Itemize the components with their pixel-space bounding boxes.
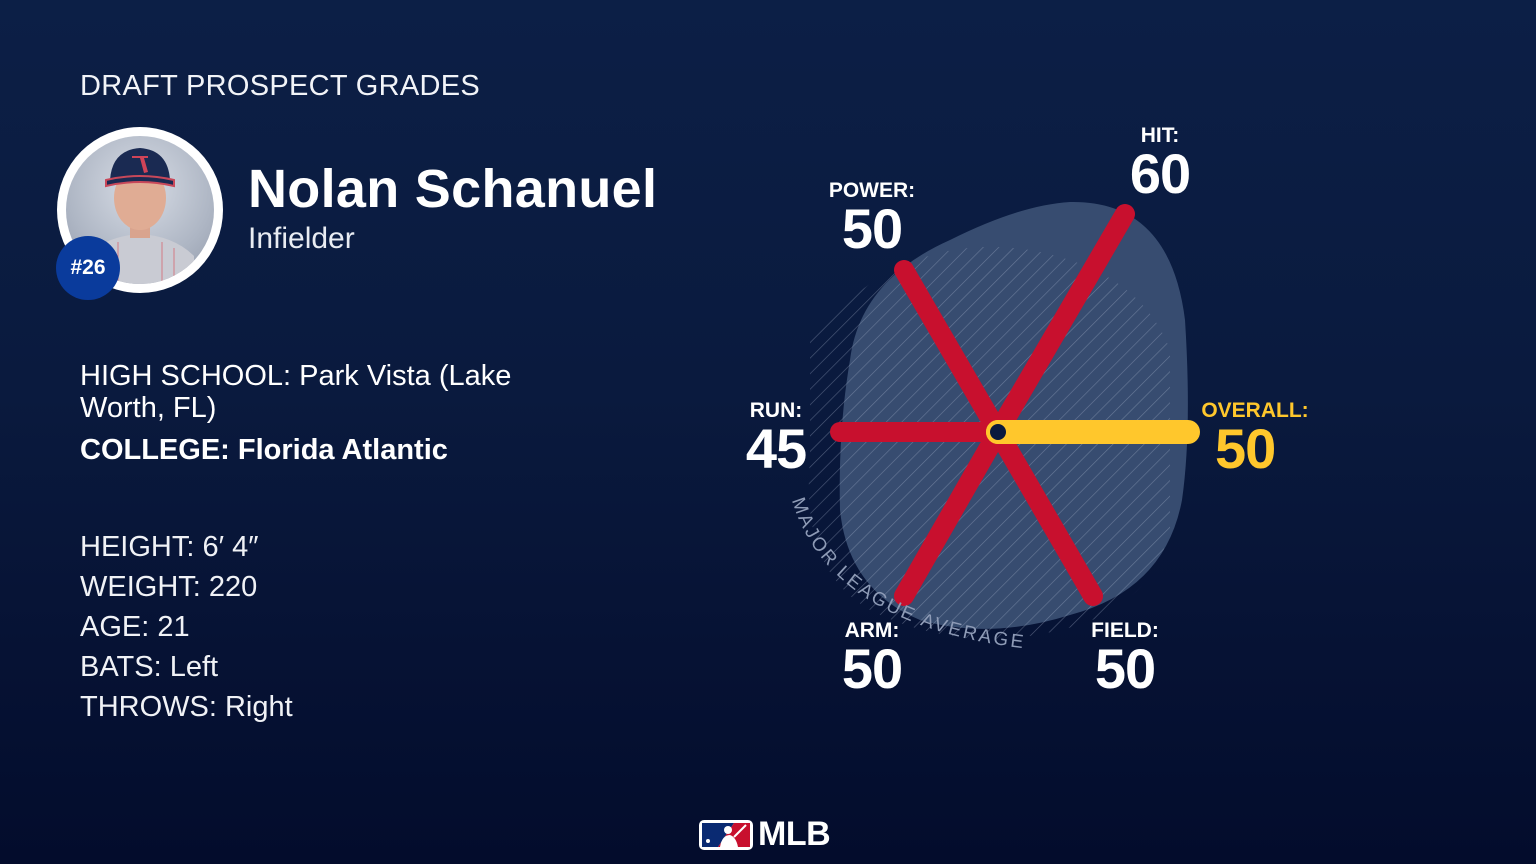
overall-label: OVERALL: [1201,399,1309,422]
bio-height: HEIGHT: 6′ 4″ [80,531,259,563]
player-headshot [57,127,223,293]
bio-bats: BATS: Left [80,651,219,683]
batter-silhouette-icon [699,819,753,850]
mlb-logo-text: MLB [758,815,831,853]
power-value: 50 [841,197,903,260]
mlb-logo: MLB [698,815,831,854]
arm-value: 50 [841,637,903,700]
player-bio: HEIGHT: 6′ 4″ WEIGHT: 220 AGE: 21 BATS: … [80,527,293,727]
jersey-number-badge: #26 [56,236,120,300]
section-title: DRAFT PROSPECT GRADES [80,70,481,102]
college: COLLEGE: Florida Atlantic [80,434,448,466]
field-grade: FIELD: 50 [1075,619,1175,700]
hit-label: HIT: [1140,124,1180,147]
field-label: FIELD: [1091,619,1159,642]
run-label: RUN: [749,399,803,422]
power-label: POWER: [828,179,916,202]
grades-chart-graphic: MAJOR LEAGUE AVERAGE [787,201,1200,653]
overall-grade: OVERALL: 50 [1195,399,1315,480]
arm-label: ARM: [844,619,900,642]
hit-grade: HIT: 60 [1115,124,1205,205]
bio-weight: WEIGHT: 220 [80,571,258,603]
grades-chart: MAJOR LEAGUE AVERAGE HIT: 60 POWER: 50 R… [700,110,1400,710]
player-photo-icon [86,148,194,284]
overall-value: 50 [1215,417,1276,480]
player-photo [66,136,214,284]
player-position: Infielder [248,222,355,255]
high-school: HIGH SCHOOL: Park Vista (Lake Worth, FL) [80,360,512,424]
run-value: 45 [745,417,807,480]
arm-grade: ARM: 50 [822,619,922,700]
run-grade: RUN: 45 [736,399,816,480]
power-grade: POWER: 50 [822,179,922,260]
hit-value: 60 [1129,142,1191,205]
bio-throws: THROWS: Right [80,691,293,723]
bio-age: AGE: 21 [80,611,190,643]
field-value: 50 [1094,637,1156,700]
player-name: Nolan Schanuel [248,159,658,219]
